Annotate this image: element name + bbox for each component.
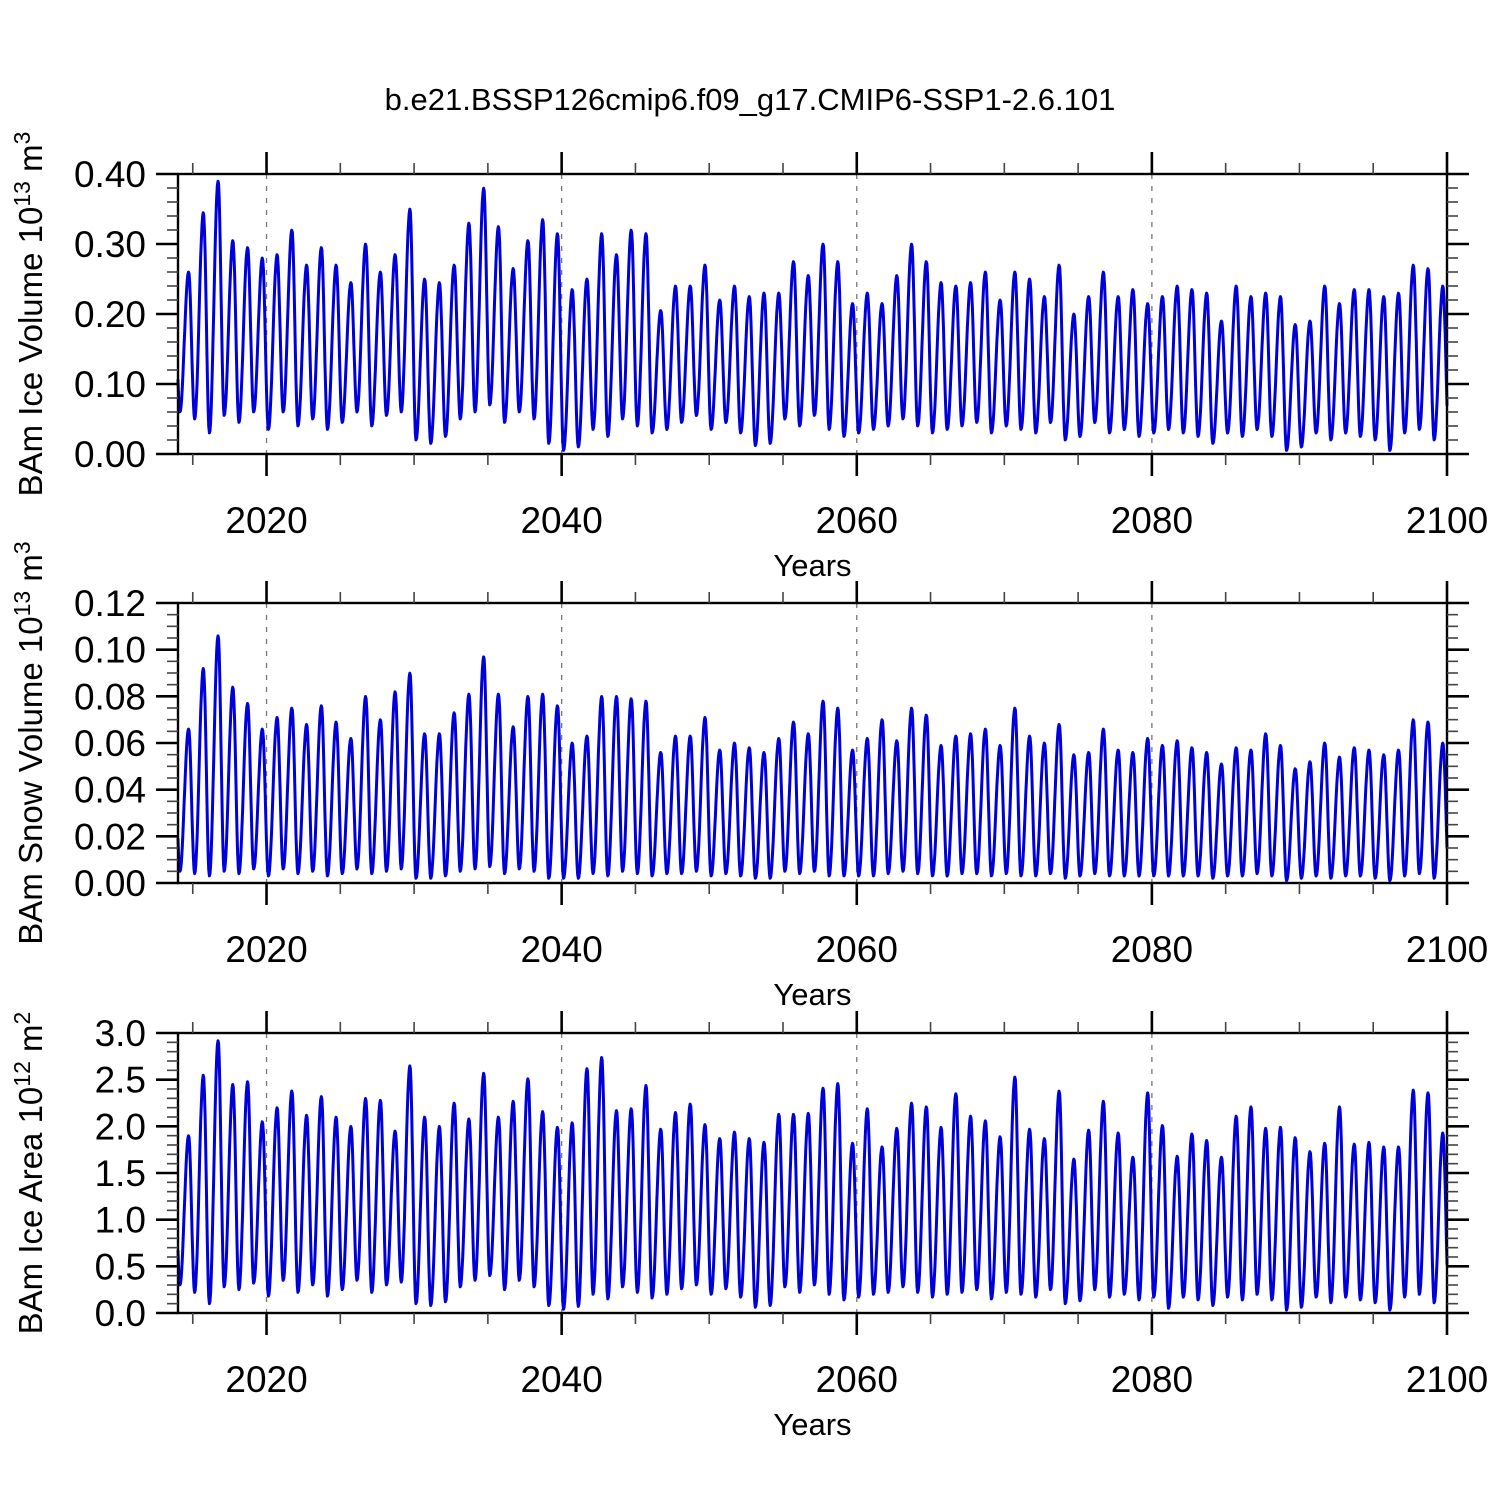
- x-tick-label: 2040: [520, 500, 602, 541]
- y-tick-label: 2.0: [95, 1106, 146, 1147]
- x-axis-title: Years: [773, 548, 851, 583]
- x-tick-label: 2100: [1406, 1359, 1488, 1400]
- y-tick-label: 0.08: [74, 676, 146, 717]
- x-tick-label: 2100: [1406, 500, 1488, 541]
- panel-bam-ice-volume: 0.00 0.10 0.20 0.30 0.40 2020 2040 2060 2080 2100…: [9, 132, 1488, 583]
- y-axis-title: BAm Snow Volume 1013 m3: [9, 541, 49, 944]
- x-tick-label: 2060: [816, 1359, 898, 1400]
- y-tick-label: 0.30: [74, 224, 146, 265]
- y-tick-label: 0.00: [74, 434, 146, 475]
- x-tick-label: 2080: [1111, 500, 1193, 541]
- y-tick-label: 0.20: [74, 294, 146, 335]
- y-tick-label: 0.10: [74, 630, 146, 671]
- x-tick-label: 2100: [1406, 929, 1488, 970]
- plot-title: b.e21.BSSP126cmip6.f09_g17.CMIP6-SSP1-2.…: [384, 82, 1116, 117]
- y-tick-label: 2.5: [95, 1060, 146, 1101]
- x-tick-label: 2040: [520, 929, 602, 970]
- y-tick-label: 1.0: [95, 1200, 146, 1241]
- series-line-bam-ice-area: [176, 1039, 1449, 1312]
- y-tick-label: 0.10: [74, 364, 146, 405]
- panel-bam-ice-area: 0.0 0.5 1.0 1.5 2.0 2.5 3.0 2020 2040 2060 2080 210…: [9, 1011, 1488, 1442]
- y-axis-title: BAm Ice Volume 1013 m3: [9, 132, 49, 497]
- x-tick-label: 2020: [225, 1359, 307, 1400]
- x-tick-label: 2040: [520, 1359, 602, 1400]
- x-tick-label: 2020: [225, 929, 307, 970]
- x-axis-title: Years: [773, 977, 851, 1012]
- x-tick-label: 2060: [816, 500, 898, 541]
- y-tick-label: 0.02: [74, 816, 146, 857]
- series-line-bam-snow-volume: [176, 634, 1449, 883]
- x-tick-label: 2020: [225, 500, 307, 541]
- y-tick-label: 3.0: [95, 1013, 146, 1054]
- y-tick-label: 0.0: [95, 1293, 146, 1334]
- y-tick-label: 0.04: [74, 770, 146, 811]
- y-tick-label: 0.5: [95, 1246, 146, 1287]
- y-tick-label: 0.40: [74, 154, 146, 195]
- x-tick-label: 2080: [1111, 929, 1193, 970]
- x-tick-label: 2060: [816, 929, 898, 970]
- y-tick-label: 0.12: [74, 583, 146, 624]
- y-axis-title: BAm Ice Area 1012 m2: [9, 1012, 49, 1335]
- series-line-bam-ice-volume: [176, 179, 1449, 452]
- y-tick-label: 1.5: [95, 1153, 146, 1194]
- x-tick-label: 2080: [1111, 1359, 1193, 1400]
- y-tick-label: 0.00: [74, 863, 146, 904]
- panel-bam-snow-volume: 0.00 0.02 0.04 0.06 0.08 0.10 0.12 2020 2040 2060…: [9, 541, 1488, 1012]
- x-axis-title: Years: [773, 1407, 851, 1442]
- y-tick-label: 0.06: [74, 723, 146, 764]
